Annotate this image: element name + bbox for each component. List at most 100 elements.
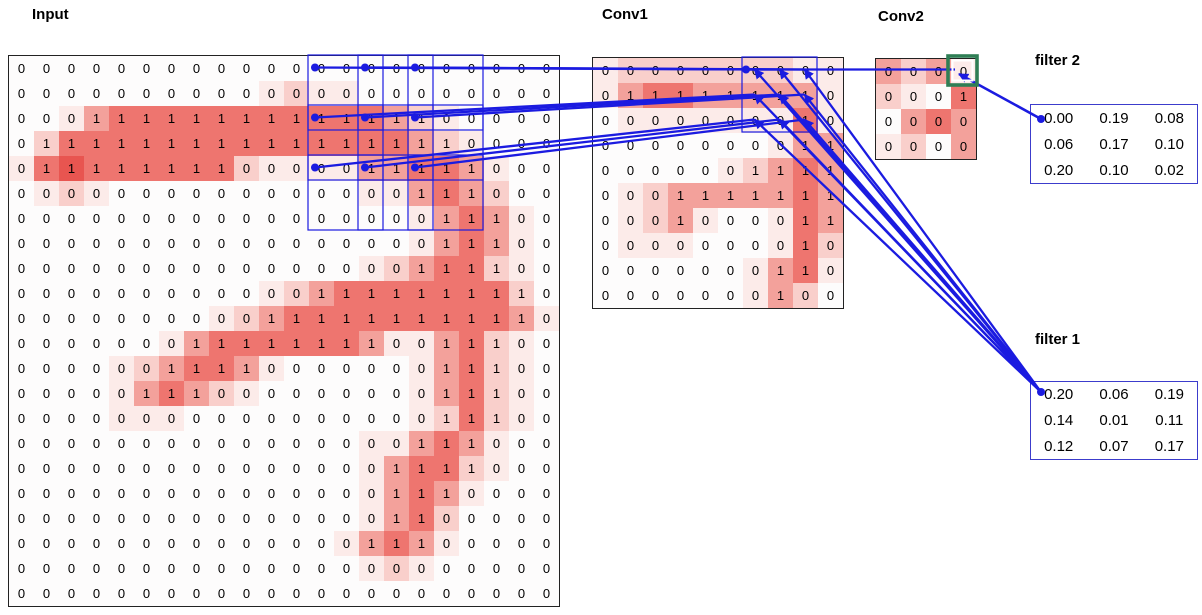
input-cell: 0 <box>59 556 84 581</box>
input-cell: 0 <box>509 56 534 81</box>
input-cell: 0 <box>234 556 259 581</box>
input-cell: 0 <box>109 206 134 231</box>
conv1-cell: 0 <box>593 133 618 158</box>
conv1-cell: 1 <box>793 158 818 183</box>
conv1-cell: 0 <box>693 258 718 283</box>
input-cell: 1 <box>259 306 284 331</box>
input-cell: 1 <box>34 131 59 156</box>
filter2-value: 0.00 <box>1044 109 1074 127</box>
input-cell: 0 <box>534 181 559 206</box>
conv1-cell: 0 <box>768 58 793 83</box>
conv2-cell: 0 <box>926 109 951 134</box>
input-cell: 0 <box>184 56 209 81</box>
conv2-cell: 0 <box>876 84 901 109</box>
input-cell: 1 <box>459 406 484 431</box>
input-cell: 0 <box>359 481 384 506</box>
input-cell: 0 <box>334 256 359 281</box>
filter2-value: 0.10 <box>1099 161 1129 179</box>
input-cell: 0 <box>134 256 159 281</box>
input-cell: 0 <box>9 581 34 606</box>
input-cell: 0 <box>384 181 409 206</box>
input-cell: 0 <box>9 131 34 156</box>
input-cell: 1 <box>209 156 234 181</box>
input-cell: 0 <box>109 531 134 556</box>
input-cell: 1 <box>484 406 509 431</box>
input-cell: 0 <box>84 456 109 481</box>
filter1-value: 0.17 <box>1154 437 1184 455</box>
input-cell: 0 <box>234 406 259 431</box>
conv1-cell: 0 <box>643 108 668 133</box>
input-cell: 0 <box>509 556 534 581</box>
input-cell: 0 <box>309 581 334 606</box>
input-cell: 0 <box>34 456 59 481</box>
input-cell: 0 <box>259 581 284 606</box>
input-cell: 0 <box>509 206 534 231</box>
input-cell: 0 <box>109 481 134 506</box>
input-cell: 0 <box>84 581 109 606</box>
conv1-cell: 0 <box>718 258 743 283</box>
input-cell: 0 <box>159 206 184 231</box>
input-cell: 1 <box>434 231 459 256</box>
conv1-cell: 1 <box>668 208 693 233</box>
conv1-cell: 1 <box>818 208 843 233</box>
filter1-matrix: 0.20 0.06 0.19 0.14 0.01 0.11 0.12 0.07 0.17 <box>1030 381 1198 460</box>
conv1-cell: 0 <box>643 208 668 233</box>
input-cell: 0 <box>309 531 334 556</box>
input-cell: 0 <box>509 456 534 481</box>
input-cell: 0 <box>534 306 559 331</box>
input-cell: 0 <box>334 406 359 431</box>
conv1-cell: 0 <box>618 208 643 233</box>
input-cell: 0 <box>409 356 434 381</box>
input-cell: 0 <box>184 306 209 331</box>
conv1-cell: 0 <box>618 108 643 133</box>
input-cell: 0 <box>209 581 234 606</box>
conv1-cell: 0 <box>593 233 618 258</box>
filter2-value: 0.06 <box>1044 135 1074 153</box>
input-cell: 0 <box>509 156 534 181</box>
conv1-cell: 1 <box>793 208 818 233</box>
input-cell: 0 <box>109 306 134 331</box>
input-cell: 1 <box>184 331 209 356</box>
input-cell: 0 <box>259 231 284 256</box>
input-cell: 0 <box>159 181 184 206</box>
input-cell: 1 <box>234 331 259 356</box>
input-cell: 0 <box>284 431 309 456</box>
input-cell: 0 <box>259 431 284 456</box>
conv1-cell: 0 <box>643 133 668 158</box>
input-cell: 0 <box>409 406 434 431</box>
input-cell: 0 <box>84 381 109 406</box>
input-cell: 1 <box>334 306 359 331</box>
input-cell: 0 <box>434 506 459 531</box>
input-cell: 0 <box>484 556 509 581</box>
conv1-cell: 0 <box>668 158 693 183</box>
conv2-cell: 0 <box>901 59 926 84</box>
input-cell: 0 <box>284 256 309 281</box>
input-cell: 0 <box>109 381 134 406</box>
input-cell: 0 <box>34 381 59 406</box>
input-cell: 0 <box>534 406 559 431</box>
input-cell: 0 <box>309 506 334 531</box>
input-cell: 0 <box>209 506 234 531</box>
input-cell: 1 <box>409 106 434 131</box>
input-cell: 0 <box>34 331 59 356</box>
input-cell: 0 <box>84 356 109 381</box>
input-cell: 1 <box>459 156 484 181</box>
conv1-cell: 0 <box>743 258 768 283</box>
input-cell: 1 <box>259 131 284 156</box>
filter1-value: 0.19 <box>1154 386 1184 404</box>
input-cell: 1 <box>409 531 434 556</box>
input-cell: 0 <box>84 556 109 581</box>
input-cell: 0 <box>59 431 84 456</box>
input-cell: 1 <box>409 131 434 156</box>
input-cell: 0 <box>309 431 334 456</box>
input-cell: 0 <box>209 481 234 506</box>
input-cell: 0 <box>284 481 309 506</box>
input-cell: 0 <box>334 231 359 256</box>
input-cell: 0 <box>509 381 534 406</box>
conv1-cell: 1 <box>768 183 793 208</box>
conv1-cell: 0 <box>643 283 668 308</box>
input-cell: 0 <box>509 531 534 556</box>
input-cell: 0 <box>484 131 509 156</box>
input-cell: 0 <box>134 356 159 381</box>
